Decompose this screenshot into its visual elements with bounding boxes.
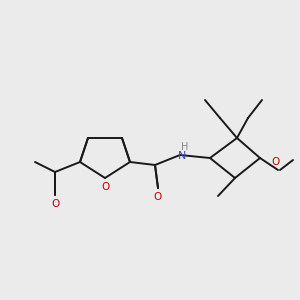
Text: O: O [101,182,109,192]
Text: O: O [272,157,280,167]
Text: H: H [181,142,189,152]
Text: O: O [154,192,162,202]
Text: N: N [178,151,186,161]
Text: O: O [51,199,59,209]
